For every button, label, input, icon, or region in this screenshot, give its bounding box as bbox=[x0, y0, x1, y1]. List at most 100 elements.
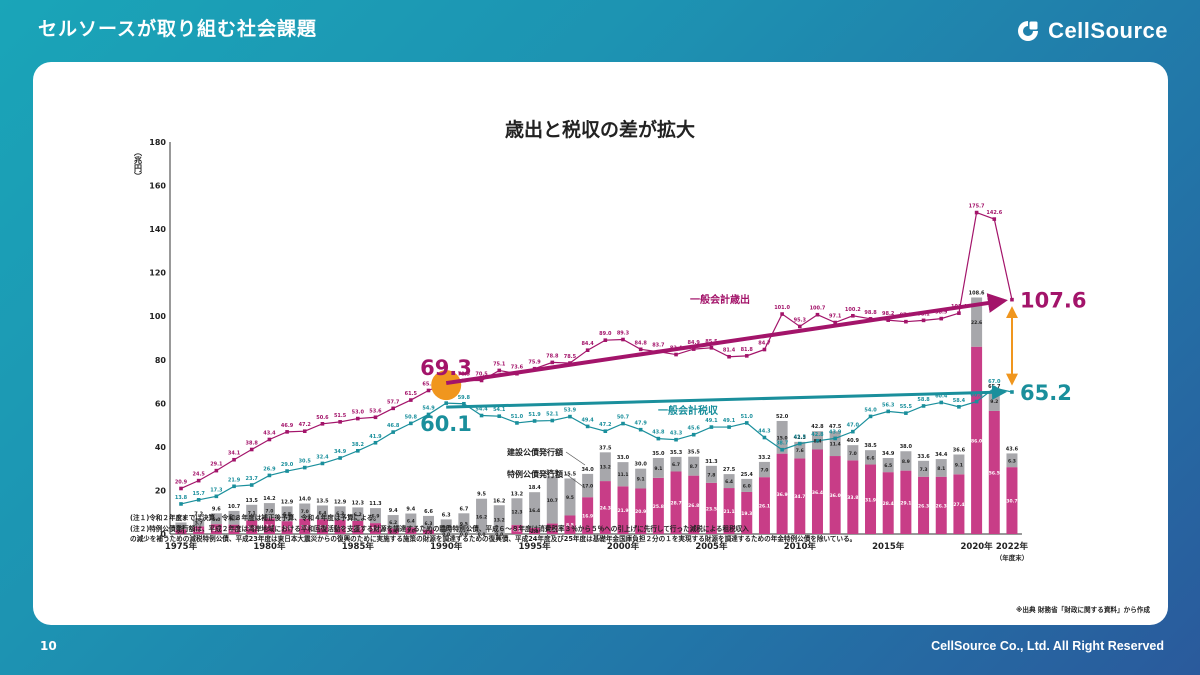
marker-tax bbox=[232, 484, 236, 489]
bar-construction-bond bbox=[670, 456, 682, 472]
marker-tax bbox=[656, 436, 661, 441]
bar-special-bond bbox=[882, 472, 894, 534]
bar-construction-bond bbox=[511, 498, 523, 526]
bar-total-label: 37.5 bbox=[599, 445, 612, 451]
marker-tax bbox=[462, 401, 466, 406]
bar-construction-label: 11.1 bbox=[617, 472, 628, 478]
bar-special-bond bbox=[316, 519, 328, 534]
bar-total-label: 18.4 bbox=[528, 485, 541, 491]
bar-construction-label: 7.6 bbox=[796, 448, 804, 454]
bar-construction-label: 12.3 bbox=[511, 510, 522, 516]
marker-tax bbox=[249, 483, 254, 487]
bar-special-label: 4.3 bbox=[230, 527, 238, 533]
marker-expenditure bbox=[391, 406, 395, 411]
bar-special-bond bbox=[741, 491, 753, 534]
bar-special-label: 20.9 bbox=[635, 509, 646, 515]
label-expenditure: 29.1 bbox=[210, 462, 223, 468]
marker-tax bbox=[691, 432, 696, 437]
label-expenditure: 84.8 bbox=[635, 340, 648, 346]
label-tax: 30.5 bbox=[299, 459, 312, 465]
label-tax: 54.0 bbox=[864, 407, 877, 413]
marker-expenditure bbox=[373, 415, 378, 420]
y-tick-label: 160 bbox=[149, 182, 166, 191]
bar-construction-label: 9.1 bbox=[955, 462, 963, 468]
bar-special-label: 28.4 bbox=[883, 501, 894, 507]
bar-total-label: 31.3 bbox=[705, 459, 718, 465]
bar-special-label: 24.3 bbox=[600, 506, 611, 512]
bar-construction-label: 7.0 bbox=[265, 509, 273, 515]
label-tax: 29.0 bbox=[281, 462, 294, 468]
bar-special-label: 23.5 bbox=[706, 506, 717, 512]
marker-expenditure bbox=[338, 420, 342, 424]
note-2: (注２)特例公債発行額は、平成２年度は湾岸地域における平和回復活動を支援する財源… bbox=[130, 524, 749, 533]
marker-tax bbox=[851, 429, 855, 434]
bar-construction-label: 8.9 bbox=[902, 459, 910, 465]
bar-construction-label: 6.8 bbox=[283, 512, 291, 518]
bar-total-label: 12.9 bbox=[281, 499, 294, 505]
marker-expenditure bbox=[798, 324, 802, 329]
y-tick-label: 0 bbox=[160, 530, 166, 539]
marker-expenditure bbox=[320, 422, 325, 426]
bar-special-bond bbox=[705, 482, 717, 534]
label-expenditure: 97.1 bbox=[829, 314, 842, 320]
bar-total-label: 9.6 bbox=[212, 506, 221, 512]
bar-special-bond bbox=[865, 464, 877, 534]
label-expenditure: 81.4 bbox=[723, 348, 736, 354]
copyright: CellSource Co., Ltd. All Right Reserved bbox=[931, 639, 1164, 653]
bar-special-bond bbox=[175, 529, 187, 534]
bar-special-bond bbox=[635, 488, 647, 534]
bar-construction-bond bbox=[299, 503, 311, 519]
marker-expenditure bbox=[603, 338, 608, 342]
bar-construction-bond bbox=[635, 468, 647, 489]
callout-exp-2022: 107.6 bbox=[1020, 289, 1086, 313]
bar-total-label: 42.8 bbox=[811, 424, 824, 430]
marker-tax bbox=[196, 498, 201, 502]
bar-special-bond bbox=[1006, 467, 1018, 534]
bar-construction-label: 3.2 bbox=[177, 524, 185, 530]
marker-expenditure bbox=[939, 316, 944, 321]
bar-construction-label: 6.3 bbox=[230, 516, 238, 522]
marker-expenditure bbox=[727, 354, 731, 359]
bar-special-bond bbox=[281, 521, 293, 534]
marker-expenditure bbox=[780, 312, 784, 316]
bar-special-bond bbox=[971, 346, 983, 534]
bar-construction-label: 5.0 bbox=[212, 517, 220, 523]
bar-total-label: 33.2 bbox=[758, 455, 771, 461]
bar-construction-label: 6.2 bbox=[389, 520, 397, 526]
bar-construction-label: 8.1 bbox=[937, 466, 945, 472]
bar-construction-bond bbox=[741, 478, 753, 492]
bar-special-bond bbox=[688, 475, 700, 534]
bar-total-label: 9.5 bbox=[477, 492, 486, 498]
bar-construction-bond bbox=[546, 476, 558, 524]
label-expenditure: 53.6 bbox=[369, 408, 382, 414]
bar-construction-bond bbox=[582, 473, 594, 498]
marker-tax bbox=[957, 405, 961, 409]
marker-expenditure bbox=[833, 320, 837, 325]
marker-tax bbox=[356, 449, 360, 453]
bar-special-label: 36.0 bbox=[830, 493, 841, 499]
bar-special-bond bbox=[299, 518, 311, 534]
label-expenditure: 57.7 bbox=[387, 399, 400, 405]
bar-total-label: 34.9 bbox=[882, 451, 895, 457]
label-expenditure: 84.9 bbox=[688, 340, 701, 346]
bar-total-label: 34.4 bbox=[935, 452, 948, 458]
bar-total-label: 19.9 bbox=[546, 469, 559, 475]
label-expenditure: 89.3 bbox=[617, 331, 630, 337]
bar-construction-label: 7.8 bbox=[707, 472, 715, 478]
bar-special-label: 26.1 bbox=[759, 504, 770, 510]
bar-construction-bond bbox=[599, 452, 611, 482]
label-tax: 15.7 bbox=[193, 491, 206, 497]
marker-expenditure bbox=[214, 468, 219, 473]
label-expenditure: 98.8 bbox=[864, 310, 877, 316]
y-tick-label: 40 bbox=[155, 443, 167, 452]
bar-special-bond bbox=[228, 524, 240, 534]
label-expenditure: 61.5 bbox=[405, 391, 418, 397]
bar-construction-bond bbox=[423, 515, 435, 530]
y-tick-label: 20 bbox=[155, 486, 167, 495]
bar-construction-label: 6.7 bbox=[442, 525, 450, 531]
legend-tax: 一般会計税収 bbox=[658, 404, 719, 417]
bar-construction-label: 16.2 bbox=[476, 514, 487, 520]
bar-special-label: 8.5 bbox=[566, 523, 574, 529]
bar-total-label: 13.2 bbox=[511, 491, 524, 497]
bar-special-bond bbox=[369, 523, 381, 534]
